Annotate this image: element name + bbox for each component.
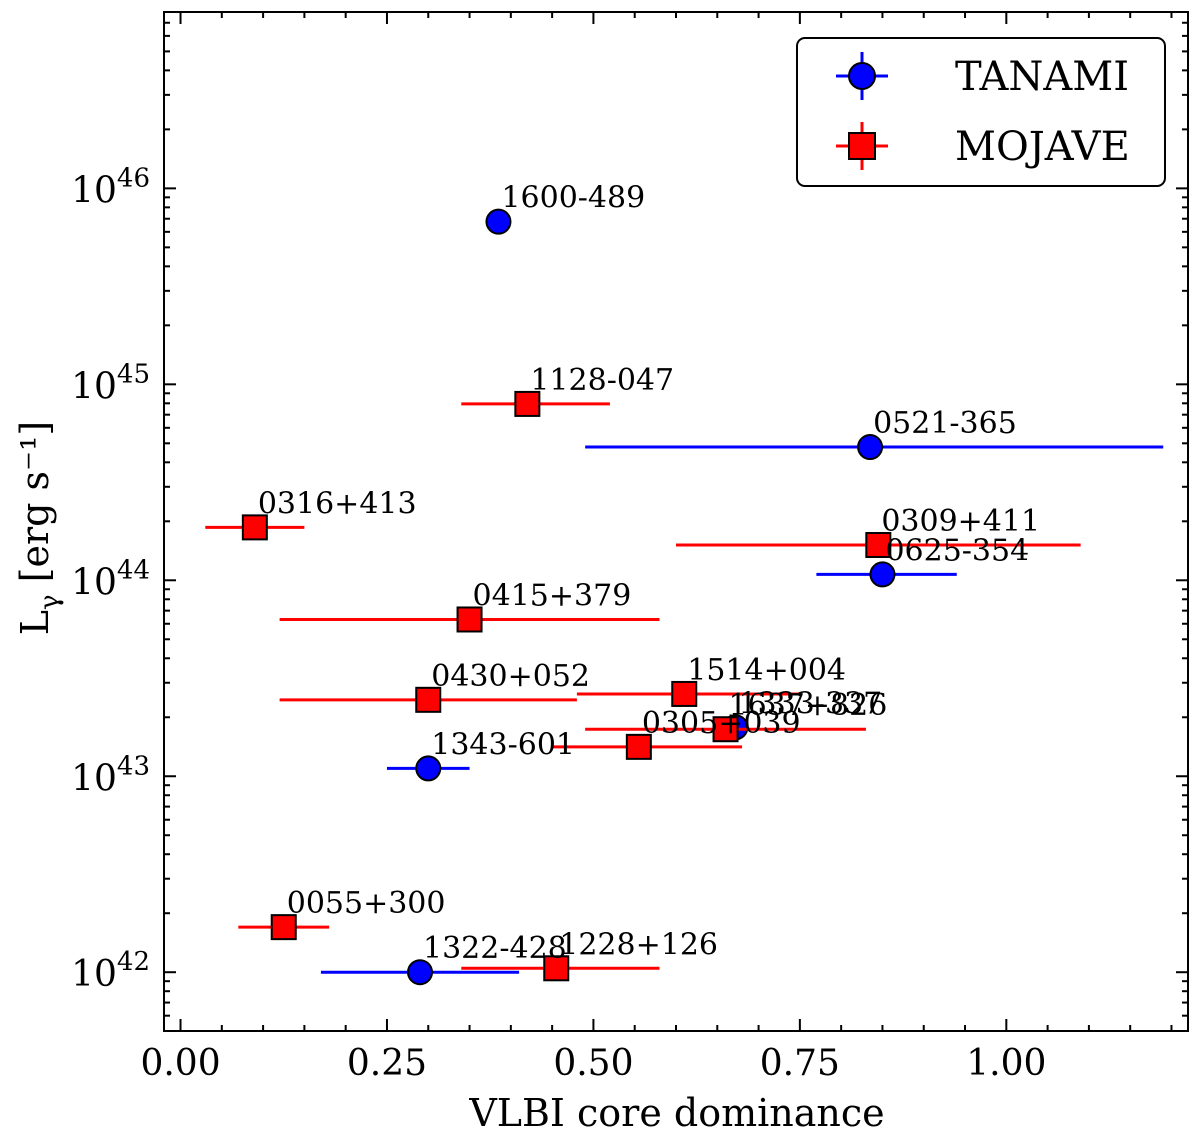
legend-label-tanami: TANAMI — [955, 54, 1129, 100]
x-tick-label: 0.50 — [553, 1043, 633, 1084]
point-label-1228+126: 1228+126 — [559, 927, 718, 962]
point-1514+004 — [671, 680, 698, 707]
legend-box — [796, 37, 1166, 187]
legend-marker-square — [848, 132, 876, 160]
y-tick-label: 1043 — [71, 751, 150, 799]
point-label-0309+411: 0309+411 — [881, 504, 1040, 539]
y-tick-label: 1046 — [71, 163, 150, 211]
point-0430+052 — [415, 686, 442, 713]
point-label-1343-601: 1343-601 — [431, 727, 575, 762]
point-1343-601 — [415, 755, 442, 782]
point-label-1322-428: 1322-428 — [423, 931, 567, 966]
point-0625-354 — [869, 561, 896, 588]
y-axis-label-group: Lγ [erg s⁻¹] — [13, 421, 65, 635]
point-label-0625-354: 0625-354 — [885, 533, 1029, 568]
point-label-0521-365: 0521-365 — [873, 406, 1017, 441]
point-label-0316+413: 0316+413 — [258, 486, 417, 521]
point-0521-365 — [857, 434, 884, 461]
point-label-0430+052: 0430+052 — [431, 659, 590, 694]
y-tick-label: 1044 — [71, 555, 150, 603]
x-tick-label: 0.75 — [760, 1043, 840, 1084]
point-1600-489 — [485, 208, 512, 235]
legend-marker-circle — [848, 62, 876, 90]
x-axis-label: VLBI core dominance — [468, 1091, 884, 1135]
axes: 0.00 0.25 0.50 0.75 1.00 1042 1043 1044 1045 1046 — [71, 11, 1189, 1084]
point-1637+826 — [712, 716, 739, 743]
x-tick-label: 0.00 — [140, 1043, 220, 1084]
y-tick-label: 1045 — [71, 359, 150, 407]
x-tick-label: 1.00 — [966, 1043, 1046, 1084]
point-0305+039 — [625, 733, 652, 760]
y-tick-label: 1042 — [71, 947, 150, 995]
point-labels: 1600-489 0521-365 0625-354 1343-601 1322-428… — [258, 181, 1040, 967]
point-label-1637+826: 1637+826 — [729, 688, 888, 723]
point-1128-047 — [514, 390, 541, 417]
point-0309+411 — [865, 532, 892, 559]
point-label-1128-047: 1128-047 — [530, 363, 674, 398]
point-1322-428 — [407, 959, 433, 986]
point-0415+379 — [456, 606, 483, 633]
point-label-1514+004: 1514+004 — [687, 653, 846, 688]
point-0055+300 — [270, 914, 297, 941]
point-label-0305+039: 0305+039 — [642, 706, 801, 741]
y-axis-label: Lγ [erg s⁻¹] — [13, 421, 65, 635]
point-1228+126 — [543, 955, 570, 982]
point-label-0055+300: 0055+300 — [287, 886, 446, 921]
point-0316+413 — [241, 514, 268, 541]
data-marks — [205, 208, 1164, 986]
legend: TANAMI MOJAVE — [796, 37, 1166, 187]
x-tick-label: 0.25 — [347, 1043, 427, 1084]
point-label-1600-489: 1600-489 — [501, 181, 645, 216]
point-label-0415+379: 0415+379 — [473, 578, 632, 613]
legend-label-mojave: MOJAVE — [955, 124, 1130, 170]
point-label-1333-337: 1333-337 — [738, 686, 882, 721]
